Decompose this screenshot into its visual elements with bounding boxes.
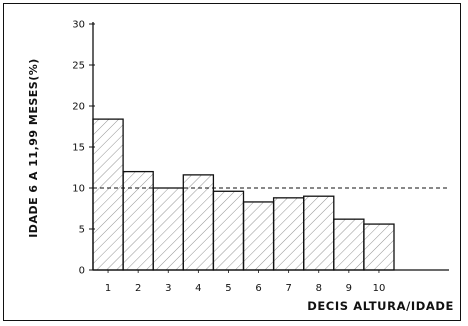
y-tick-label-5: 5 xyxy=(79,225,85,236)
x-tick-label-2: 2 xyxy=(135,283,141,294)
x-tick-label-9: 9 xyxy=(346,283,352,294)
bar-decile-2 xyxy=(122,170,154,271)
y-tick-label-15: 15 xyxy=(72,143,85,154)
y-axis-label: IDADE 6 A 11,99 MESES(%) xyxy=(27,58,40,238)
x-tick-label-8: 8 xyxy=(316,283,322,294)
bar-decile-4 xyxy=(182,174,215,271)
bar-decile-10 xyxy=(363,223,395,271)
x-tick-label-10: 10 xyxy=(373,283,386,294)
y-tick-label-20: 20 xyxy=(72,102,85,113)
bar-decile-8 xyxy=(303,195,335,271)
y-tick-label-0: 0 xyxy=(79,266,85,277)
x-tick-label-1: 1 xyxy=(105,283,111,294)
bar-decile-9 xyxy=(333,218,365,271)
y-tick-label-10: 10 xyxy=(72,184,85,195)
y-tick-label-30: 30 xyxy=(72,20,85,31)
bar-decile-6 xyxy=(242,201,275,271)
x-tick-label-4: 4 xyxy=(195,283,201,294)
bar-decile-3 xyxy=(152,187,184,271)
x-tick-label-3: 3 xyxy=(165,283,171,294)
x-tick-label-5: 5 xyxy=(225,283,231,294)
x-tick-label-7: 7 xyxy=(285,283,291,294)
y-tick-label-25: 25 xyxy=(72,61,85,72)
bar-decile-7 xyxy=(272,197,305,271)
bar-decile-1 xyxy=(92,118,124,271)
x-tick-label-6: 6 xyxy=(255,283,261,294)
plot-area: 0 5 10 15 20 25 30 1 2 3 4 5 6 7 8 9 10 xyxy=(72,20,449,294)
bar-decile-5 xyxy=(212,190,245,271)
x-axis-label: DECIS ALTURA/IDADE xyxy=(307,299,454,313)
